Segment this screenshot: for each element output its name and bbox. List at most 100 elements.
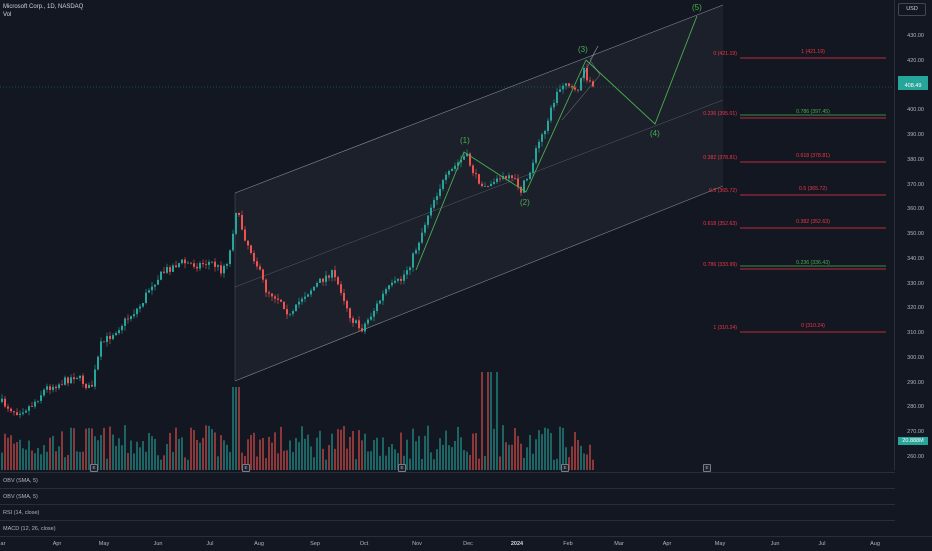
volume-tag: 20.888M	[898, 437, 928, 445]
candle	[550, 107, 552, 121]
obv-panel-1[interactable]: OBV (SMA, 5)	[0, 472, 895, 488]
volume-bar	[439, 438, 441, 470]
candle	[574, 87, 576, 90]
volume-bar	[352, 430, 354, 470]
candle	[472, 165, 474, 174]
candle	[145, 292, 147, 304]
volume-bar	[370, 451, 372, 470]
candle	[91, 384, 93, 387]
candle	[481, 183, 483, 187]
rsi-panel[interactable]: RSI (14, close)	[0, 504, 895, 520]
volume-bar	[10, 435, 12, 470]
candle	[163, 271, 165, 273]
candle	[310, 290, 312, 295]
volume-bar	[193, 430, 195, 470]
volume-bar	[304, 438, 306, 470]
candle	[451, 168, 453, 172]
time-label: Aug	[870, 541, 880, 547]
volume-bar	[472, 433, 474, 470]
chart-area[interactable]: (1) (2) (3) (4) (5) 0 (421.19) 1 (421.19) 0.236…	[0, 0, 895, 470]
volume-bar	[151, 436, 153, 470]
candle	[406, 270, 408, 275]
candle	[298, 301, 300, 305]
volume-bar	[229, 451, 231, 470]
time-label: Feb	[563, 541, 573, 547]
earnings-badge[interactable]: E	[398, 464, 406, 472]
time-axis[interactable]: ar Apr May Jun Jul Aug Sep Oct Nov Dec 2024 Feb Mar A…	[0, 536, 932, 551]
fib-left-label: 0.236 (395.01)	[703, 111, 737, 117]
time-label: Jul	[818, 541, 826, 547]
wave-label: (4)	[650, 129, 660, 138]
candle	[490, 183, 492, 186]
candle	[94, 369, 96, 387]
price-label: 370.00	[907, 181, 924, 188]
candle	[31, 406, 33, 408]
volume-bar	[394, 449, 396, 470]
symbol-title[interactable]: Microsoft Corp., 1D, NASDAQ	[3, 4, 84, 10]
volume-bar	[505, 442, 507, 470]
volume-bar	[181, 437, 183, 470]
volume-bar	[211, 429, 213, 470]
candle	[445, 174, 447, 180]
earnings-badge[interactable]: E	[703, 464, 711, 472]
volume-bar	[187, 459, 189, 470]
candle	[511, 175, 513, 179]
volume-bar	[145, 451, 147, 470]
legend: Microsoft Corp., 1D, NASDAQ Vol	[3, 3, 83, 19]
candle	[565, 83, 567, 86]
volume-bar	[511, 444, 513, 470]
candle	[484, 185, 486, 187]
candle	[526, 178, 528, 181]
candle	[460, 159, 462, 163]
candle	[124, 318, 126, 326]
volume-bar	[490, 372, 492, 470]
volume-bar	[292, 452, 294, 470]
volume-bar	[487, 372, 489, 470]
price-axis[interactable]: 430.00420.00410.00400.00390.00380.00370.…	[895, 0, 932, 470]
volume-bar	[97, 440, 99, 470]
vol-label: Vol	[3, 12, 12, 18]
candle	[454, 165, 456, 169]
time-label: 2024	[510, 541, 524, 547]
earnings-badge[interactable]: E	[561, 464, 569, 472]
time-label: Jun	[770, 541, 780, 547]
candle	[553, 102, 555, 108]
volume-bar	[349, 436, 351, 470]
candle	[82, 375, 84, 384]
candle	[43, 389, 45, 396]
channel-fill	[235, 5, 723, 381]
volume-bar	[445, 430, 447, 470]
candle	[259, 266, 261, 270]
volume-bar	[424, 435, 426, 470]
obv-panel-2[interactable]: OBV (SMA, 5)	[0, 488, 895, 504]
candle	[241, 215, 243, 230]
currency-button[interactable]: USD	[898, 3, 926, 16]
volume-bar	[388, 446, 390, 470]
candle	[328, 275, 330, 278]
volume-bar	[535, 439, 537, 470]
candle	[508, 175, 510, 179]
candle	[73, 377, 75, 380]
candle	[223, 265, 225, 274]
fib-left-label: 0.5 (365.72)	[709, 188, 737, 194]
candle	[301, 298, 303, 302]
candle	[499, 178, 501, 180]
macd-panel[interactable]: MACD (12, 26, close)	[0, 520, 895, 536]
earnings-badge[interactable]: E	[90, 464, 98, 472]
volume-bar	[271, 442, 273, 470]
volume-bar	[103, 427, 105, 470]
volume-bar	[517, 436, 519, 470]
price-label: 330.00	[907, 280, 924, 287]
volume-bar	[4, 433, 6, 470]
candle	[109, 336, 111, 340]
earnings-badge[interactable]: E	[242, 464, 250, 472]
price-label: 340.00	[907, 255, 924, 262]
volume-bar	[142, 441, 144, 470]
candle	[247, 240, 249, 246]
volume-bar	[64, 457, 66, 470]
fib-left-label: 0.382 (378.81)	[703, 155, 737, 161]
price-chart[interactable]: (1) (2) (3) (4) (5) 0 (421.19) 1 (421.19) 0.236…	[0, 0, 895, 470]
candle	[400, 278, 402, 281]
volume-bar	[55, 451, 57, 470]
volume-bar	[277, 453, 279, 470]
